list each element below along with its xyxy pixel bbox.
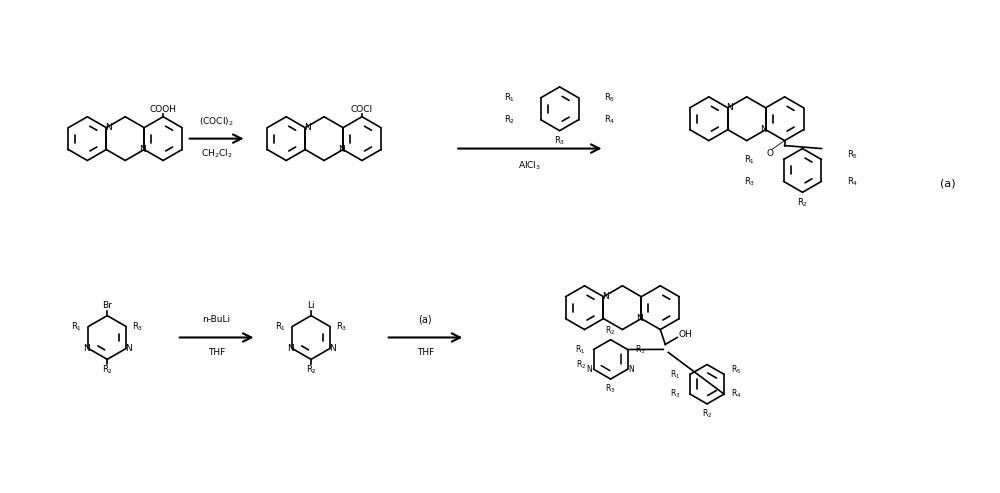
Text: N: N [83,344,90,353]
Text: R$_1$: R$_1$ [504,92,515,104]
Text: (a): (a) [940,178,955,188]
Text: R$_3$: R$_3$ [670,388,680,400]
Text: Br: Br [102,301,112,310]
Text: R$_3$: R$_3$ [605,383,616,395]
Text: COOH: COOH [150,106,177,114]
Text: O: O [766,149,773,158]
Text: R$_3$: R$_3$ [132,320,144,333]
Text: N: N [338,145,344,154]
Text: COCl: COCl [351,106,373,114]
Text: N: N [139,145,146,154]
Text: R$_3$: R$_3$ [635,343,646,356]
Text: THF: THF [208,348,225,357]
Text: AlCl$_3$: AlCl$_3$ [518,159,541,172]
Text: R$_2$: R$_2$ [102,363,113,376]
Text: (COCl)$_2$: (COCl)$_2$ [199,115,234,128]
Text: R$_4$: R$_4$ [847,175,858,188]
Text: R$_2$: R$_2$ [306,363,317,376]
Text: N: N [636,314,643,323]
Text: THF: THF [417,348,434,357]
Text: (a): (a) [419,315,432,324]
Text: R$_2$: R$_2$ [576,358,586,371]
Text: R$_1$: R$_1$ [275,320,286,333]
Text: R$_5$: R$_5$ [731,363,741,376]
Text: N: N [726,104,733,112]
Text: R$_2$: R$_2$ [702,408,712,420]
Text: N: N [329,344,335,353]
Text: OH: OH [678,330,692,339]
Text: R$_2$: R$_2$ [605,324,616,337]
Text: R$_5$: R$_5$ [847,148,858,161]
Text: R$_3$: R$_3$ [744,175,755,188]
Text: R$_2$: R$_2$ [797,196,808,209]
Text: R$_4$: R$_4$ [604,113,615,126]
Text: N: N [105,123,112,132]
Text: R$_5$: R$_5$ [604,92,615,104]
Text: R$_3$: R$_3$ [336,320,348,333]
Text: R$_1$: R$_1$ [670,368,680,381]
Text: N: N [587,365,592,374]
Text: R$_1$: R$_1$ [71,320,82,333]
Text: N: N [629,365,634,374]
Text: Li: Li [307,301,315,310]
Text: N: N [287,344,294,353]
Text: R$_1$: R$_1$ [575,343,586,356]
Text: n-BuLi: n-BuLi [203,315,231,324]
Text: N: N [760,125,767,134]
Text: CH$_2$Cl$_2$: CH$_2$Cl$_2$ [201,147,232,160]
Text: R$_4$: R$_4$ [731,388,741,400]
Text: R$_1$: R$_1$ [744,153,755,166]
Text: R$_2$: R$_2$ [504,113,515,126]
Text: N: N [125,344,132,353]
Text: N: N [602,292,609,301]
Text: N: N [304,123,311,132]
Text: R$_3$: R$_3$ [554,135,565,147]
